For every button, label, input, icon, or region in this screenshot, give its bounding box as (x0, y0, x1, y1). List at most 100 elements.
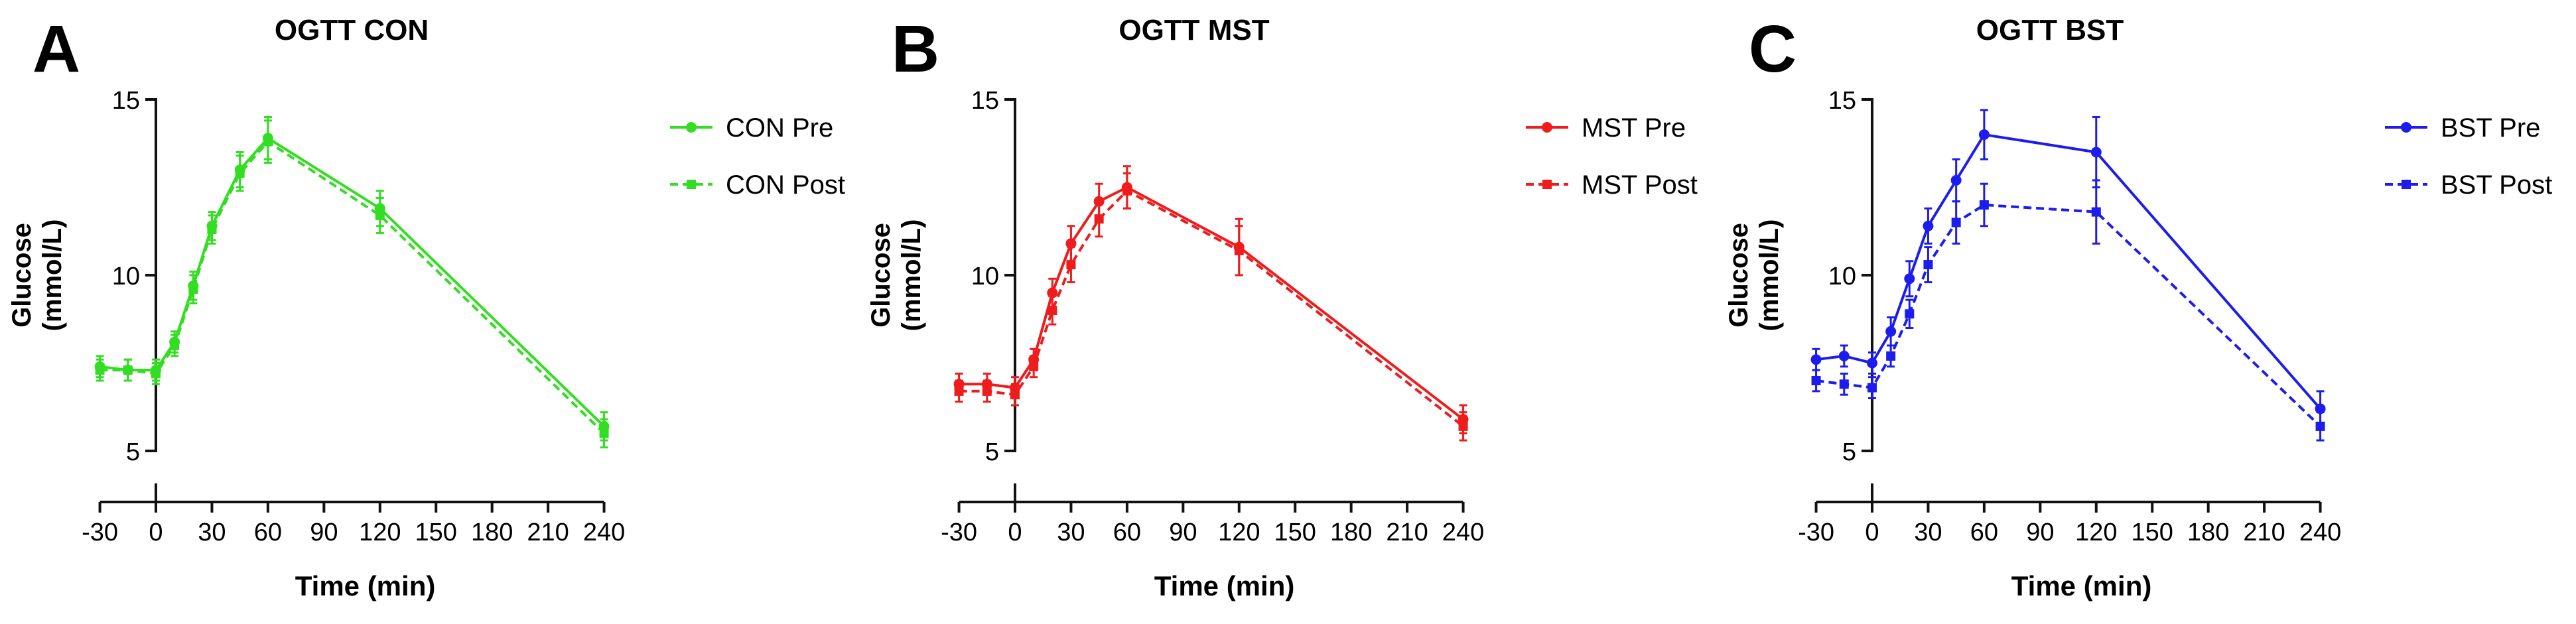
y-tick-label: 15 (1828, 87, 1856, 115)
data-point (151, 369, 161, 379)
legend-marker (1542, 180, 1552, 189)
data-point (1048, 306, 1057, 315)
series-line-0 (959, 186, 1464, 420)
data-point (1839, 379, 1849, 389)
legend-label: BST Pre (2441, 113, 2540, 143)
legend-marker (1542, 122, 1552, 133)
y-tick-label: 15 (112, 87, 140, 115)
data-point (1923, 220, 1934, 231)
y-tick-label: 5 (1842, 438, 1856, 466)
data-point (1094, 214, 1104, 224)
y-axis-label-line1: Glucose (7, 223, 36, 328)
x-tick-label: 240 (1442, 519, 1484, 546)
x-tick-label: 0 (149, 519, 163, 546)
x-tick-label: 30 (198, 519, 226, 546)
x-tick-label: -30 (1798, 519, 1834, 546)
y-tick-label: 5 (126, 438, 140, 466)
x-tick-label: 90 (1169, 519, 1197, 546)
y-axis-label-line2: (mmol/L) (897, 219, 926, 332)
data-point (2091, 207, 2101, 217)
x-tick-label: 60 (1970, 519, 1998, 546)
chart-panel-a: A OGTT CON 5 10 15 Glucose(mmol/L) -30 0 30 60 90 1… (7, 12, 845, 601)
y-tick-label: 5 (985, 438, 999, 466)
chart-panel-c: C OGTT BST 5 10 15 Glucose(mmol/L) -30 0 30 60 90 1… (1724, 12, 2552, 601)
legend-label: CON Pre (726, 113, 833, 143)
data-point (1904, 273, 1915, 284)
y-axis-label: Glucose(mmol/L) (7, 219, 67, 332)
data-point (1029, 361, 1039, 371)
legend-label: BST Post (2441, 170, 2552, 200)
panel-label: C (1749, 12, 1796, 86)
data-point (599, 428, 609, 438)
x-tick-label: 240 (2299, 519, 2341, 546)
series-line-1 (100, 139, 605, 434)
chart-title: OGTT MST (1119, 14, 1269, 46)
x-tick-label: 30 (1057, 519, 1085, 546)
series-line-0 (1816, 133, 2322, 410)
x-tick-label: 60 (1113, 519, 1141, 546)
data-point (207, 225, 217, 235)
data-point (95, 365, 105, 375)
x-tick-label: 0 (1865, 519, 1879, 546)
y-axis-label: Glucose(mmol/L) (866, 219, 926, 332)
x-tick-label: -30 (941, 519, 977, 546)
y-tick-label: 10 (112, 263, 140, 290)
x-tick-label: 180 (2187, 519, 2229, 546)
data-point (1886, 351, 1896, 361)
x-axis-label: Time (min) (2011, 570, 2152, 601)
data-point (982, 386, 992, 396)
x-tick-label: 210 (527, 519, 569, 546)
data-point (2315, 421, 2325, 431)
data-point (235, 168, 245, 178)
data-point (170, 341, 180, 350)
data-point (1810, 354, 1822, 365)
legend-marker (686, 122, 697, 133)
x-tick-label: 180 (471, 519, 513, 546)
x-axis-label: Time (min) (1154, 570, 1295, 601)
y-axis-label-line1: Glucose (866, 223, 896, 328)
y-axis-label-line1: Glucose (1724, 223, 1753, 328)
y-tick-label: 10 (971, 263, 999, 290)
data-point (1122, 186, 1132, 196)
data-point (1010, 390, 1020, 400)
legend-label: MST Post (1582, 170, 1698, 200)
x-tick-label: 30 (1914, 519, 1942, 546)
y-axis-label-line2: (mmol/L) (38, 219, 67, 332)
x-tick-label: 90 (310, 519, 338, 546)
data-point (1066, 260, 1076, 270)
legend-marker (2402, 180, 2411, 189)
data-point (1838, 350, 1850, 361)
data-point (1951, 218, 1961, 227)
x-tick-label: 180 (1330, 519, 1372, 546)
data-point (1811, 376, 1821, 385)
chart-panel-b: B OGTT MST 5 10 15 Glucose(mmol/L) -30 0 30 60 90 1… (866, 12, 1698, 601)
y-axis-label-line2: (mmol/L) (1755, 219, 1784, 332)
data-point (954, 386, 964, 396)
x-tick-label: -30 (82, 519, 118, 546)
x-tick-label: 0 (1008, 519, 1022, 546)
data-point (1950, 174, 1962, 186)
x-tick-label: 150 (1274, 519, 1316, 546)
data-point (1867, 357, 1877, 369)
y-tick-label: 15 (971, 87, 999, 115)
data-point (1979, 200, 1989, 210)
chart-title: OGTT CON (275, 14, 429, 46)
data-point (1458, 421, 1468, 431)
data-point (1978, 129, 1990, 140)
data-point (1885, 326, 1897, 337)
x-tick-label: 120 (2075, 519, 2117, 546)
legend-label: MST Pre (1582, 113, 1686, 143)
x-tick-label: 210 (2243, 519, 2285, 546)
chart-title: OGTT BST (1976, 14, 2124, 46)
x-tick-label: 120 (1218, 519, 1260, 546)
data-point (123, 365, 133, 375)
y-axis-label: Glucose(mmol/L) (1724, 219, 1784, 332)
series-line-0 (100, 136, 605, 428)
legend-marker (2401, 122, 2411, 133)
x-tick-label: 60 (254, 519, 282, 546)
data-point (188, 284, 198, 294)
data-point (1905, 309, 1915, 319)
data-point (2090, 147, 2102, 158)
x-tick-label: 90 (2026, 519, 2054, 546)
